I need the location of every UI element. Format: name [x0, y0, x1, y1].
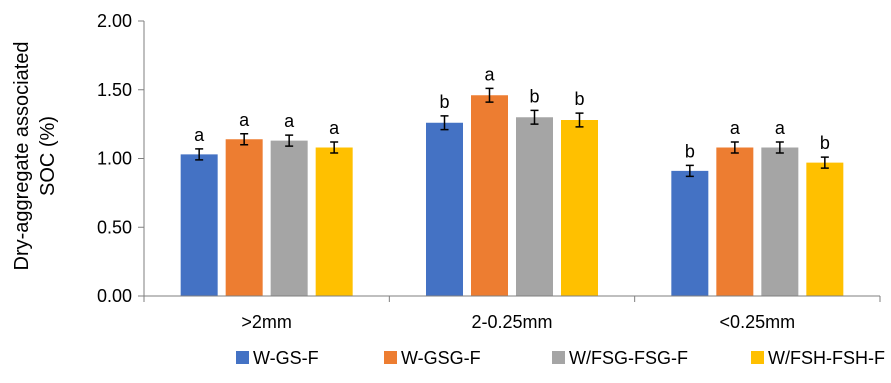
y-axis-title: Dry-aggregate associated SOC (%) [11, 41, 59, 270]
legend-swatch [751, 351, 764, 364]
y-tick-label: 0.50 [97, 217, 132, 237]
bar [471, 95, 508, 296]
x-tick-label: <0.25mm [720, 312, 796, 332]
significance-letter: a [239, 110, 250, 130]
x-tick-label: >2mm [241, 312, 292, 332]
bar [270, 140, 308, 296]
significance-letters: a a a a b a b b b a a b [194, 64, 830, 161]
significance-letter: b [529, 86, 539, 106]
y-tick-label: 0.00 [97, 286, 132, 306]
y-axis [138, 20, 145, 297]
y-axis-title-line-1: Dry-aggregate associated [11, 41, 33, 270]
y-tick-label: 1.50 [97, 80, 132, 100]
legend: W-GS-F W-GSG-F W/FSG-FSG-F W/FSH-FSH-F [236, 348, 885, 368]
bar [671, 170, 709, 296]
legend-label: W-GSG-F [401, 348, 481, 368]
bar [516, 117, 553, 296]
bar [315, 147, 353, 296]
error-bars [195, 87, 829, 178]
x-tick-label: 2-0.25mm [471, 312, 552, 332]
bar [716, 147, 754, 296]
legend-label: W-GS-F [253, 348, 319, 368]
bars [180, 95, 844, 296]
legend-label: W/FSG-FSG-F [569, 348, 688, 368]
legend-label: W/FSH-FSH-F [768, 348, 885, 368]
y-tick-label: 2.00 [97, 11, 132, 31]
significance-letter: b [685, 141, 695, 161]
y-tick-label: 1.00 [97, 149, 132, 169]
significance-letter: a [775, 118, 786, 138]
x-axis [143, 295, 881, 302]
significance-letter: a [194, 125, 205, 145]
significance-letter: b [574, 89, 584, 109]
x-tick-labels: >2mm 2-0.25mm <0.25mm [241, 312, 795, 332]
bar [761, 147, 799, 296]
bar [806, 162, 844, 296]
significance-letter: b [820, 133, 830, 153]
significance-letter: a [730, 118, 741, 138]
y-axis-title-line-2: SOC (%) [37, 116, 59, 196]
bar [426, 122, 463, 296]
legend-swatch [384, 351, 397, 364]
legend-swatch [552, 351, 565, 364]
bar [180, 154, 218, 296]
bar [561, 120, 598, 296]
bar [225, 139, 263, 296]
significance-letter: a [284, 111, 295, 131]
y-tick-labels: 0.00 0.50 1.00 1.50 2.00 [97, 11, 132, 306]
significance-letter: a [329, 118, 340, 138]
significance-letter: a [484, 64, 495, 84]
legend-swatch [236, 351, 249, 364]
significance-letter: b [439, 92, 449, 112]
